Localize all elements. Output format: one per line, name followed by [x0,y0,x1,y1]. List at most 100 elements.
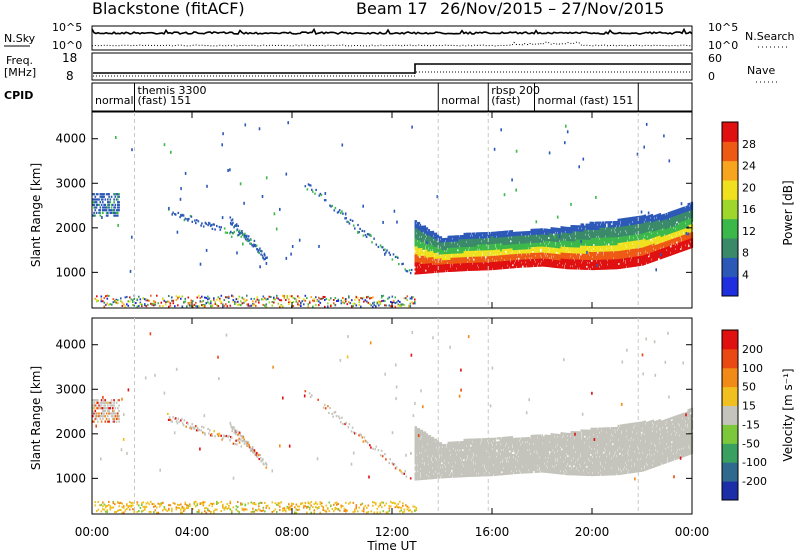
data-cell [459,259,462,262]
data-cell [532,248,535,251]
data-cell [547,256,550,260]
data-cell [651,232,654,235]
data-cell [526,259,529,262]
data-cell [433,266,436,269]
data-cell [576,261,579,264]
data-cell [588,233,591,236]
data-cell [499,241,502,244]
data-cell [532,256,535,259]
data-cell [610,237,613,240]
data-cell [584,237,587,240]
data-cell [415,272,418,275]
data-cell [641,259,644,262]
data-cell [513,264,516,267]
data-cell [421,261,424,264]
data-cell [617,234,620,238]
data-cell [534,238,537,241]
data-cell [495,233,498,236]
data-cell [623,232,626,235]
data-cell [480,236,483,239]
data-cell [552,251,555,254]
data-cell [587,243,590,246]
data-cell [467,232,470,235]
data-cell [463,250,466,254]
data-cell [422,261,425,264]
data-cell [488,266,491,269]
data-cell [662,214,665,217]
data-cell [600,233,603,236]
data-cell [487,264,490,267]
data-cell [638,215,641,218]
data-cell [644,240,647,243]
data-cell [535,236,538,239]
data-cell [581,239,584,242]
data-cell [648,235,651,238]
data-cell [439,240,442,243]
data-cell [648,243,651,246]
data-cell [634,262,637,265]
data-cell [448,253,451,256]
data-cell [490,237,493,241]
data-cell [456,255,459,258]
data-cell [638,217,641,220]
data-cell [473,248,476,251]
data-cell [571,231,574,234]
data-cell [433,256,436,259]
data-cell [564,234,567,237]
data-cell [548,231,551,234]
data-cell [435,236,438,239]
data-cell [531,256,534,260]
data-cell [601,247,604,250]
data-cell [663,243,666,246]
data-cell [418,262,421,265]
data-cell [589,227,592,230]
data-cell [514,265,517,269]
data-cell [604,257,607,260]
data-cell [606,253,609,256]
data-cell [421,265,424,268]
data-cell [540,254,543,257]
data-cell [535,232,538,235]
data-cell [629,243,632,246]
data-cell [522,255,525,258]
data-cell [565,258,568,261]
data-cell [627,221,630,224]
data-cell [646,241,649,244]
data-cell [639,253,642,256]
data-cell [603,249,606,252]
data-cell [536,258,539,261]
data-cell [598,263,601,266]
data-cell [541,236,544,239]
data-cell [416,234,419,237]
data-cell [567,261,570,264]
data-cell [534,230,537,233]
data-cell [452,249,455,252]
data-cell [581,227,584,230]
data-cell [644,256,647,259]
data-cell [438,262,441,265]
data-cell [598,259,601,262]
data-cell [502,242,505,246]
data-cell [618,254,621,257]
data-cell [600,243,603,246]
data-cell [432,268,435,272]
data-cell [580,255,583,258]
data-cell [490,249,493,253]
data-cell [470,248,473,251]
data-cell [471,244,474,247]
data-cell [525,231,528,234]
data-cell [601,251,604,254]
data-cell [482,256,485,259]
data-cell [589,235,592,238]
data-cell [615,233,618,236]
data-cell [588,229,591,232]
data-cell [466,242,469,245]
data-cell [599,239,602,242]
data-cell [518,231,521,234]
data-cell [635,244,638,247]
data-cell [417,262,420,265]
data-cell [664,229,667,232]
data-cell [429,231,432,234]
data-cell [484,232,487,235]
data-cell [496,249,499,252]
